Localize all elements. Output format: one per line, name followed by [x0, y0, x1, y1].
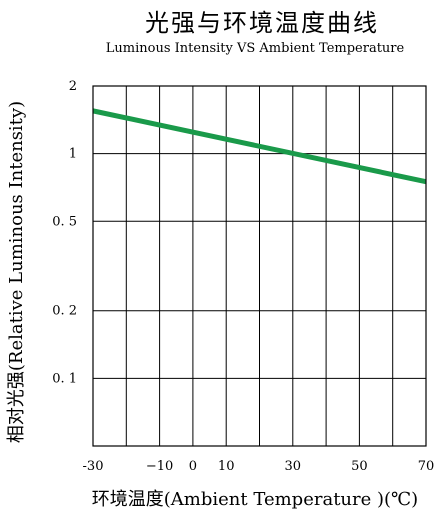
- y-tick-label: 0. 1: [52, 371, 77, 386]
- y-tick-label: 0. 2: [52, 304, 77, 319]
- chart-title: 光强与环境温度曲线: [145, 9, 379, 37]
- x-tick-label: 0: [189, 459, 197, 474]
- x-tick-label: 70: [418, 459, 435, 474]
- x-axis-label: 环境温度(Ambient Temperature )(℃): [92, 489, 418, 510]
- grid: [93, 85, 426, 446]
- plot-frame: [92, 85, 427, 447]
- series-layer: [92, 108, 427, 185]
- y-axis-label: 相对光强(Relative Luminous Intensity): [6, 101, 27, 443]
- y-tick-label: 2: [69, 79, 77, 94]
- x-tick-labels: -30 −10 0 10 30 50 70: [83, 459, 435, 474]
- x-tick-label: 30: [285, 459, 302, 474]
- y-tick-label: 0. 5: [52, 214, 77, 229]
- chart-subtitle: Luminous Intensity VS Ambient Temperatur…: [106, 41, 405, 56]
- x-tick-label: 10: [218, 459, 235, 474]
- x-tick-label: -30: [83, 459, 104, 474]
- x-tick-label: −10: [146, 459, 173, 474]
- y-tick-label: 1: [69, 147, 77, 162]
- series-line: [92, 108, 427, 185]
- y-tick-labels: 2 1 0. 5 0. 2 0. 1: [52, 79, 77, 386]
- x-tick-label: 50: [351, 459, 368, 474]
